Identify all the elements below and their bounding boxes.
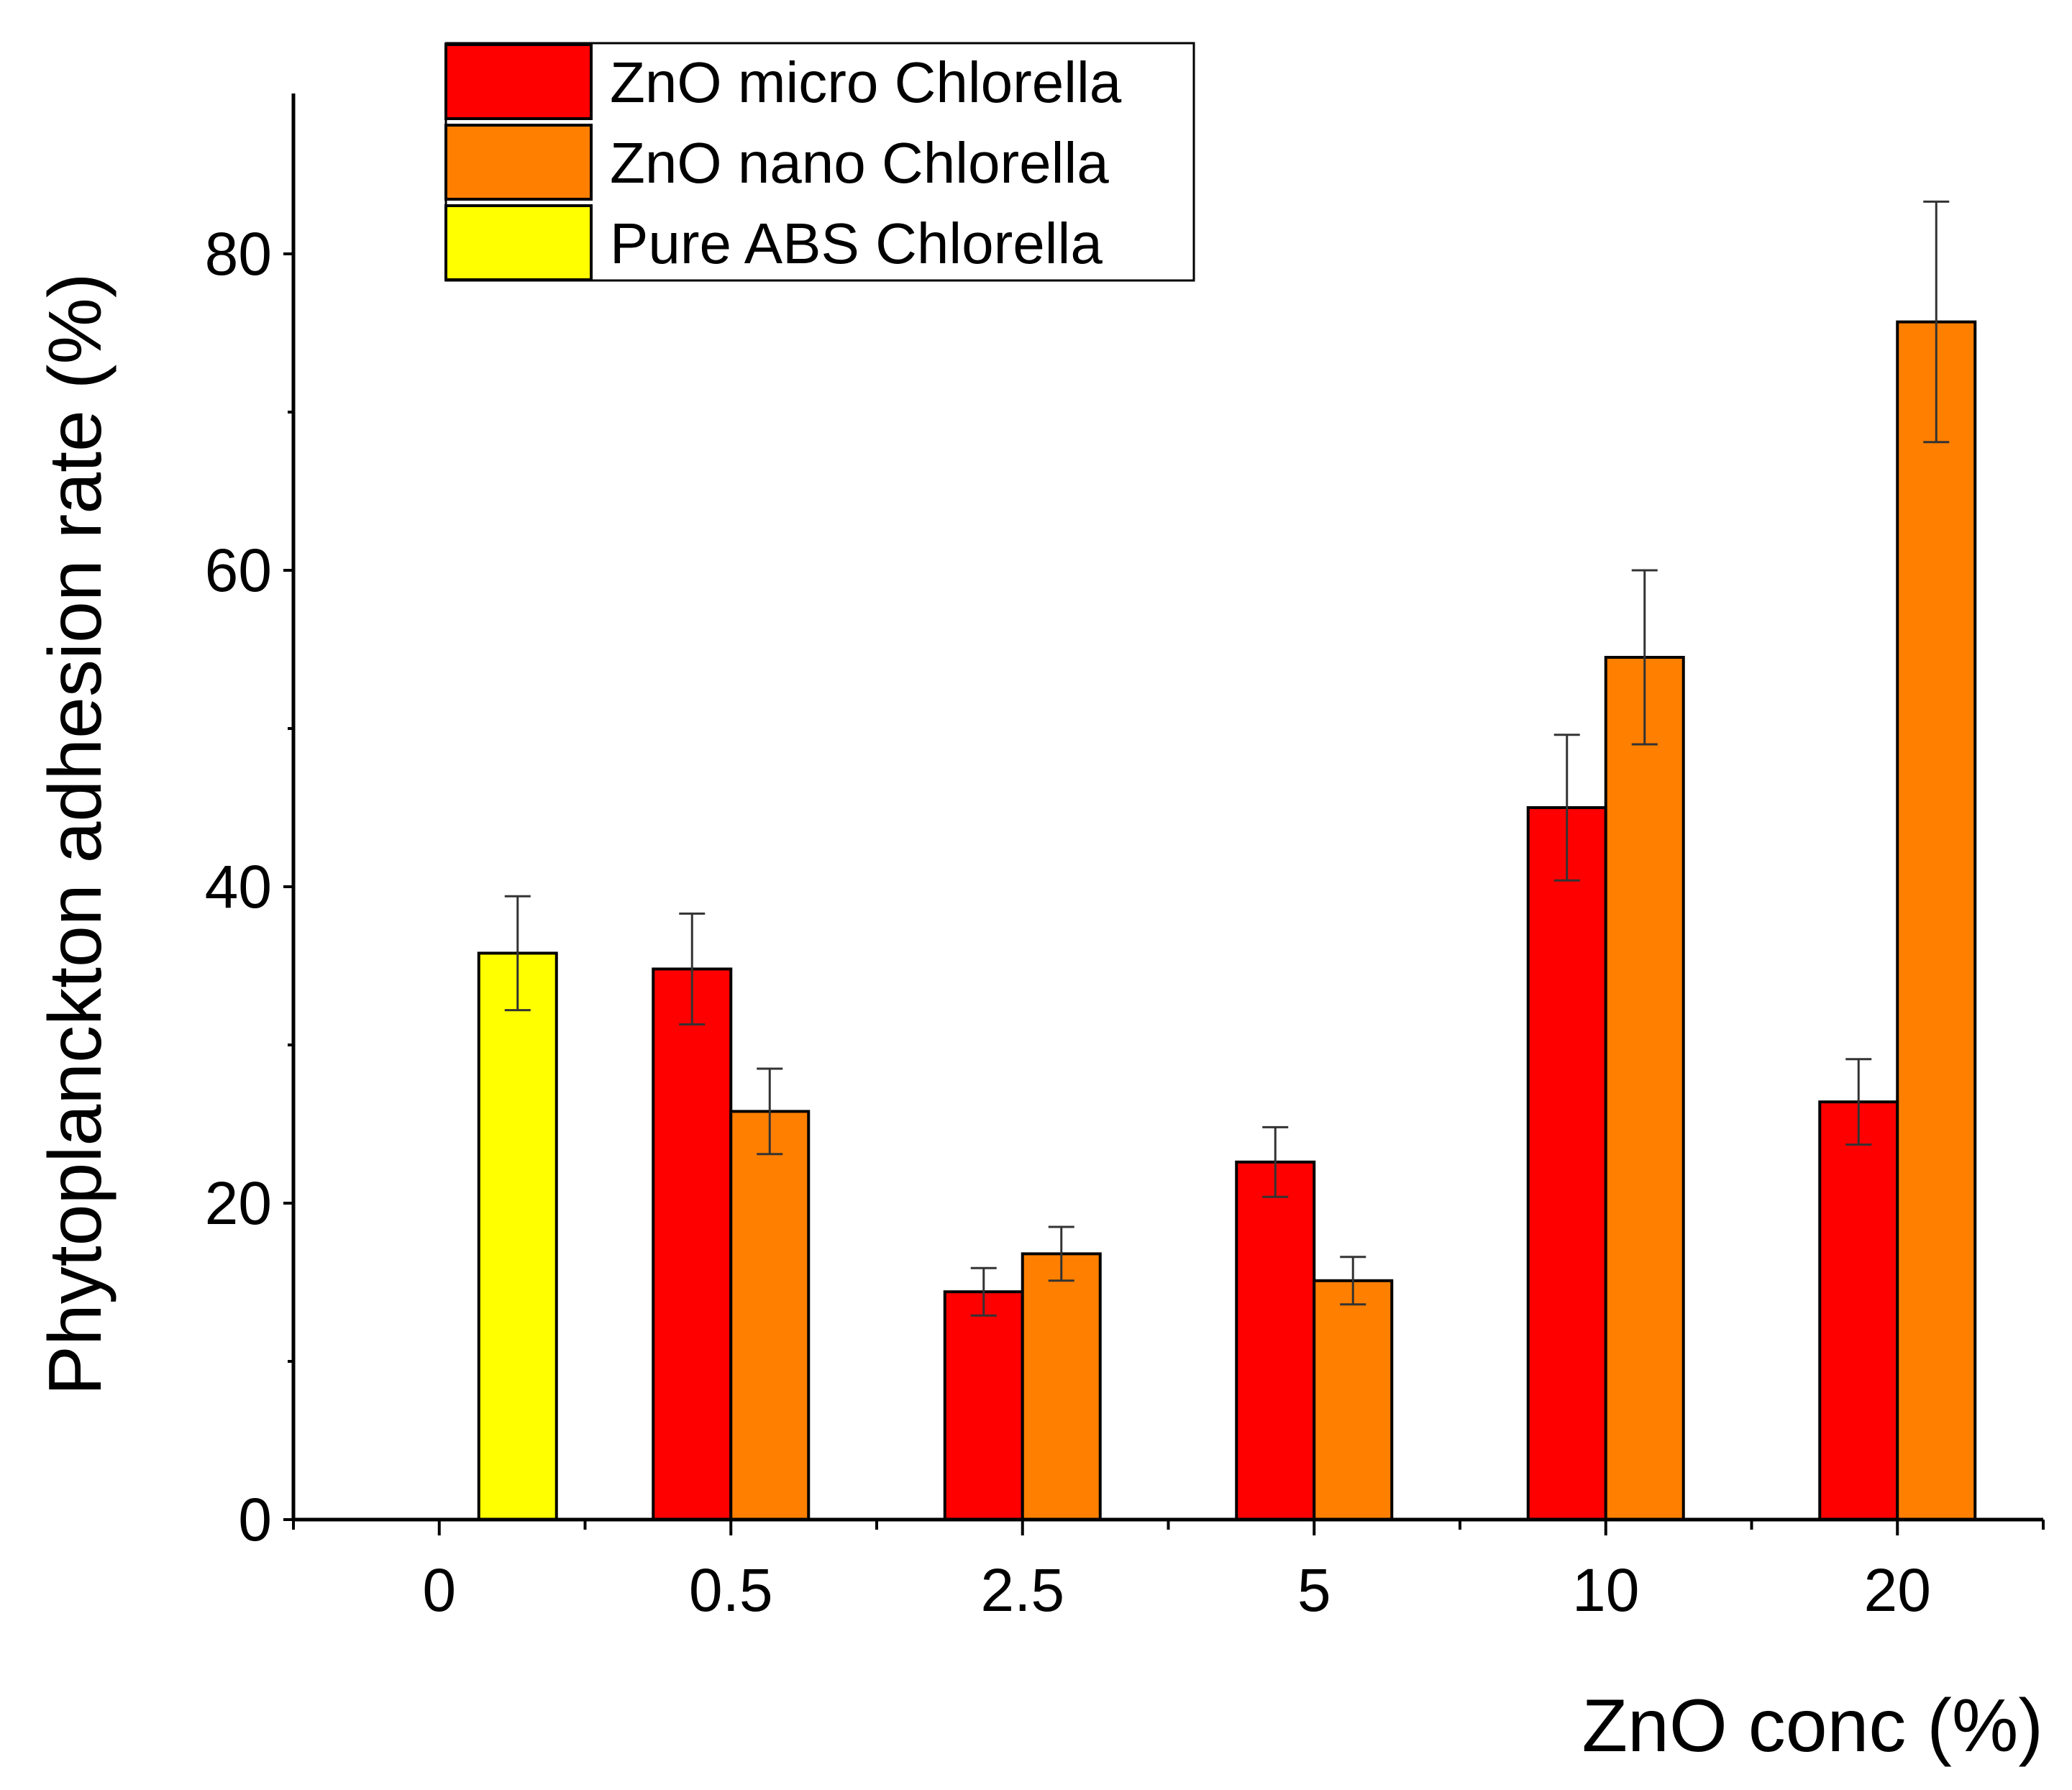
error-bar-micro-0.5	[679, 912, 706, 1026]
bars-layer	[477, 320, 1977, 1522]
y-tick-label: 40	[205, 853, 272, 921]
error-bar-nano-20	[1923, 200, 1950, 444]
error-bar-nano-0.5	[757, 1067, 783, 1156]
error-bar-nano-10	[1631, 569, 1658, 746]
legend-swatch-nano	[444, 124, 593, 201]
error-bar-micro-20	[1845, 1058, 1872, 1146]
y-tick-label: 0	[238, 1486, 272, 1553]
error-bar-pure-0	[504, 895, 531, 1012]
legend-label-pure: Pure ABS Chlorella	[610, 211, 1103, 275]
y-ticks: 0 20 40 60 80	[205, 220, 293, 1553]
x-tick-label: 0	[422, 1556, 456, 1624]
bar-micro-5	[1235, 1160, 1316, 1522]
x-tick-label: 2.5	[980, 1556, 1064, 1624]
error-bar-nano-5	[1340, 1256, 1366, 1306]
x-ticks: 0 0.5 2.5 5 10 20	[292, 1520, 2045, 1624]
bar-nano-5	[1313, 1279, 1394, 1522]
bar-micro-10	[1526, 806, 1607, 1521]
legend-label-micro: ZnO micro Chlorella	[610, 50, 1122, 114]
bar-pure-0	[477, 951, 558, 1521]
x-tick-label: 5	[1297, 1556, 1331, 1624]
x-tick-label: 10	[1572, 1556, 1639, 1624]
bar-nano-2.5	[1021, 1252, 1102, 1522]
error-bar-nano-2.5	[1048, 1225, 1074, 1282]
x-tick-label: 0.5	[689, 1556, 773, 1624]
y-tick-label: 60	[205, 536, 272, 604]
x-axis-title: ZnO conc (%)	[1582, 1684, 2043, 1768]
error-bars-layer	[504, 200, 1950, 1317]
y-axis-title: Phytoplanckton adhesion rate (%)	[34, 273, 117, 1396]
error-bar-micro-2.5	[970, 1266, 997, 1317]
bar-micro-2.5	[943, 1290, 1024, 1521]
bar-nano-20	[1896, 320, 1977, 1522]
error-bar-micro-10	[1553, 734, 1580, 882]
bar-micro-0.5	[652, 967, 733, 1521]
y-tick-label: 20	[205, 1169, 272, 1237]
legend-swatch-pure	[444, 204, 593, 281]
legend-label-nano: ZnO nano Chlorella	[610, 131, 1109, 195]
bar-nano-10	[1604, 656, 1685, 1521]
legend: ZnO micro Chlorella ZnO nano Chlorella P…	[444, 42, 1195, 282]
y-tick-label: 80	[205, 220, 272, 288]
error-bar-micro-5	[1262, 1125, 1289, 1198]
legend-swatch-micro	[444, 43, 593, 120]
bar-micro-20	[1818, 1100, 1899, 1521]
bar-nano-0.5	[729, 1110, 811, 1521]
x-tick-label: 20	[1864, 1556, 1931, 1624]
